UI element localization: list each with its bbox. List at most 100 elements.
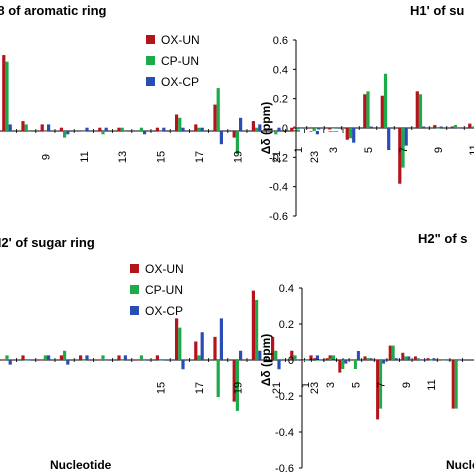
bar-ox-un-7 [376,360,380,420]
bar-cp-un-17 [197,127,201,131]
bar-ox-un-7 [2,360,6,361]
x-tick-label: 23 [309,151,321,163]
legend-label: OX-CP [161,75,199,89]
bar-cp-un-3 [328,358,332,360]
bar-ox-cp-17 [200,332,204,360]
bar-ox-cp-10 [419,360,423,361]
legend-swatch-ox-cp [146,77,155,86]
bar-cp-un-13 [120,127,124,131]
bar-ox-un-17 [194,124,198,131]
bar-cp-un-8 [391,345,395,360]
bar-ox-cp-23 [315,131,319,135]
chart-panel-br: H2" of s 0.4 0.2 0 -0.2 -0.4 -0.6 Δδ (ppm) 1 3 5 7 9… [259,231,474,474]
bar-ox-cp-22 [296,131,300,132]
bar-cp-un-4 [341,360,345,369]
bar-cp-un-9 [404,356,408,360]
bar-ox-un-20 [251,290,255,361]
y-tick-label: 0 [288,355,294,367]
x-tick-label: 9 [40,154,52,160]
bar-cp-un-19 [235,131,239,155]
bar-ox-cp-13 [123,131,127,132]
bar-ox-un-1 [293,126,297,128]
bar-ox-cp-8 [394,358,398,360]
bar-ox-un-5 [350,360,354,361]
x-tick-label: 15 [156,151,168,163]
bar-ox-cp-22 [296,360,300,361]
x-tick-label: 1 [293,147,305,153]
y-axis-label: Δδ (ppm) [259,102,273,155]
bar-ox-un-13 [117,127,121,131]
bar-ox-un-18 [213,336,217,361]
bar-ox-un-13 [117,355,121,361]
bar-ox-un-4 [338,360,342,373]
bar-ox-cp-15 [162,360,166,361]
bar-cp-un-10 [63,350,67,360]
bar-cp-un-24 [331,355,335,361]
legend-swatch-cp-un [130,285,139,294]
bar-ox-un-7 [398,128,402,184]
bar-cp-un-2 [316,360,320,361]
bar-cp-un-24 [331,131,335,132]
bar-cp-un-20 [255,127,259,131]
bar-ox-un-18 [213,104,217,131]
bar-ox-un-12 [98,127,102,131]
bar-ox-cp-13 [123,355,127,361]
chart-title: H8 of aromatic ring [0,3,107,18]
bar-cp-un-19 [235,360,239,411]
y-tick-label: 0.6 [273,35,288,47]
bar-ox-un-8 [21,355,25,361]
bar-ox-un-9 [433,125,437,128]
bar-cp-un-1 [296,128,300,130]
bar-cp-un-14 [139,355,143,361]
bar-ox-un-3 [328,128,332,130]
bar-cp-un-7 [379,360,383,409]
bar-ox-cp-21 [277,127,281,131]
bar-ox-un-22 [290,350,294,360]
x-tick-label: 5 [350,382,362,388]
bar-ox-cp-1 [299,128,303,129]
bar-ox-cp-6 [387,128,391,150]
bar-ox-cp-9 [47,355,51,361]
bar-ox-un-24 [328,355,332,361]
bar-ox-cp-8 [422,126,426,128]
bar-cp-un-8 [24,124,28,131]
bar-cp-un-17 [197,355,201,361]
bar-cp-un-16 [178,327,182,361]
bar-ox-cp-1 [306,360,310,361]
bar-cp-un-5 [353,360,357,369]
y-tick-label: -0.2 [275,391,294,403]
bar-ox-un-10 [413,356,417,360]
bar-ox-un-3 [325,358,329,360]
bar-cp-un-4 [348,128,353,139]
bar-cp-un-20 [255,299,259,361]
bar-ox-un-19 [232,131,236,138]
y-tick-label: -0.6 [275,463,294,474]
bar-ox-un-17 [194,341,198,360]
bar-ox-cp-16 [181,127,185,131]
bar-ox-un-15 [155,355,159,361]
bar-ox-un-9 [40,360,44,361]
bar-ox-cp-5 [356,351,360,360]
x-tick-label: 3 [328,147,340,153]
bar-ox-un-11 [468,123,472,128]
bar-ox-cp-15 [162,127,166,131]
bar-ox-un-8 [388,345,392,360]
x-tick-label: 11 [468,144,474,155]
y-tick-label: 0.4 [273,64,288,76]
bar-ox-un-20 [251,121,255,131]
legend-label: OX-UN [161,33,200,47]
bar-ox-un-10 [59,127,63,131]
y-tick-label: 0.2 [279,319,294,331]
bar-ox-un-6 [380,95,384,128]
x-tick-label: 17 [194,151,206,163]
legend-swatch-cp-un [146,56,155,65]
bar-ox-un-4 [345,128,349,140]
chart-panel-tl: H8 of aromatic ring911131517192123OX-UNC… [0,3,344,163]
bar-ox-un-21 [271,131,275,132]
bar-cp-un-15 [159,131,163,132]
bar-ox-un-1 [300,360,304,361]
bar-ox-un-23 [309,131,313,132]
y-tick-label: -0.6 [269,211,288,223]
bar-ox-cp-2 [317,128,321,130]
bar-ox-cp-9 [407,356,411,360]
